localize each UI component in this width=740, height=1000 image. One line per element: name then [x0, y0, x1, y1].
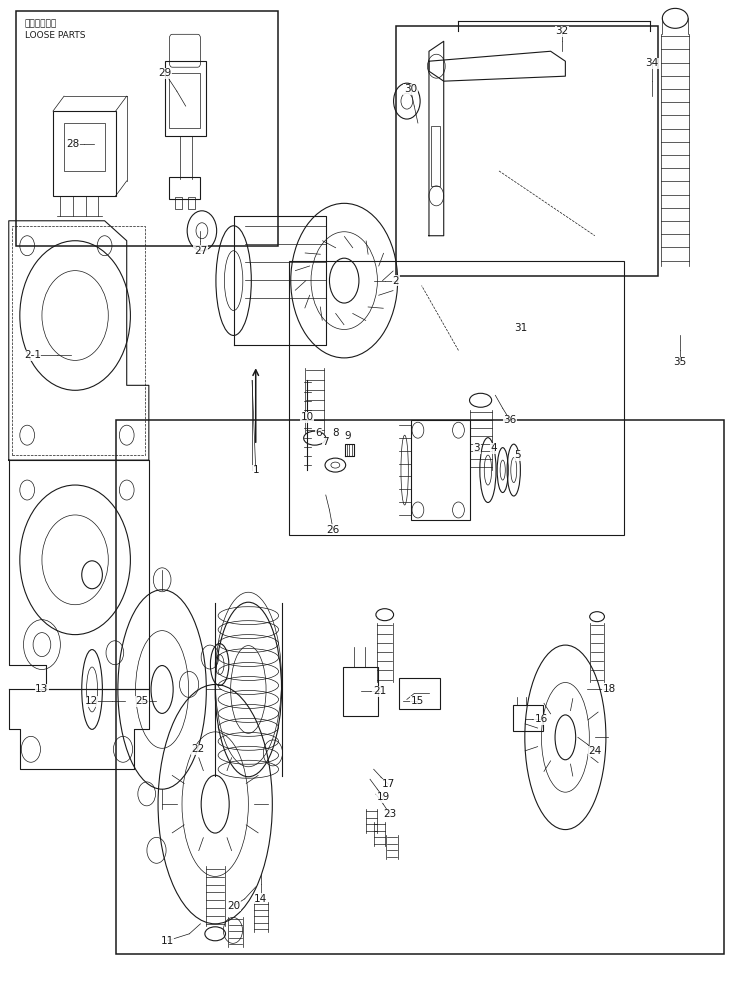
- Text: 34: 34: [645, 58, 659, 68]
- Bar: [169, 73, 201, 128]
- Text: 29: 29: [158, 68, 172, 78]
- Bar: [165, 61, 206, 136]
- Text: 30: 30: [404, 84, 417, 94]
- Bar: [115, 420, 724, 954]
- Text: 14: 14: [255, 894, 268, 904]
- Text: 26: 26: [326, 525, 340, 535]
- Bar: [13, 226, 145, 455]
- Bar: [343, 667, 378, 716]
- Text: 35: 35: [673, 357, 686, 367]
- Text: 10: 10: [300, 412, 314, 422]
- Text: 16: 16: [534, 714, 548, 724]
- Bar: [396, 26, 658, 276]
- Text: 2: 2: [392, 276, 399, 286]
- Text: 36: 36: [503, 415, 517, 425]
- Bar: [188, 197, 195, 209]
- Text: 3: 3: [474, 443, 480, 453]
- Bar: [289, 261, 625, 535]
- Text: 5: 5: [514, 450, 521, 460]
- Text: 27: 27: [194, 246, 207, 256]
- Text: 18: 18: [603, 684, 616, 694]
- Text: 32: 32: [555, 26, 568, 36]
- Text: 28: 28: [67, 139, 79, 149]
- Text: 17: 17: [382, 779, 395, 789]
- Text: 12: 12: [84, 696, 98, 706]
- Text: 19: 19: [377, 792, 390, 802]
- Bar: [431, 126, 440, 186]
- Bar: [513, 705, 542, 731]
- Text: 11: 11: [161, 936, 174, 946]
- Text: 23: 23: [383, 809, 397, 819]
- Text: 9: 9: [345, 431, 352, 441]
- Text: 1: 1: [252, 465, 259, 475]
- Text: 24: 24: [588, 746, 602, 756]
- Bar: [400, 678, 440, 709]
- Bar: [175, 197, 182, 209]
- Text: 22: 22: [192, 744, 205, 754]
- Text: 25: 25: [135, 696, 148, 706]
- Text: 15: 15: [411, 696, 424, 706]
- Text: ドウコンヒン
LOOSE PARTS: ドウコンヒン LOOSE PARTS: [25, 19, 86, 40]
- Text: 13: 13: [36, 684, 49, 694]
- Text: 7: 7: [323, 437, 329, 447]
- Text: 6: 6: [315, 428, 322, 438]
- Bar: [169, 177, 201, 199]
- Bar: [411, 420, 469, 520]
- Text: 4: 4: [491, 443, 497, 453]
- Text: 21: 21: [373, 686, 386, 696]
- Text: 2-1: 2-1: [24, 350, 41, 360]
- Bar: [53, 111, 115, 196]
- Text: 31: 31: [514, 323, 528, 333]
- Text: 20: 20: [227, 901, 241, 911]
- Text: 8: 8: [332, 428, 339, 438]
- Bar: [16, 11, 277, 246]
- Bar: [64, 123, 104, 171]
